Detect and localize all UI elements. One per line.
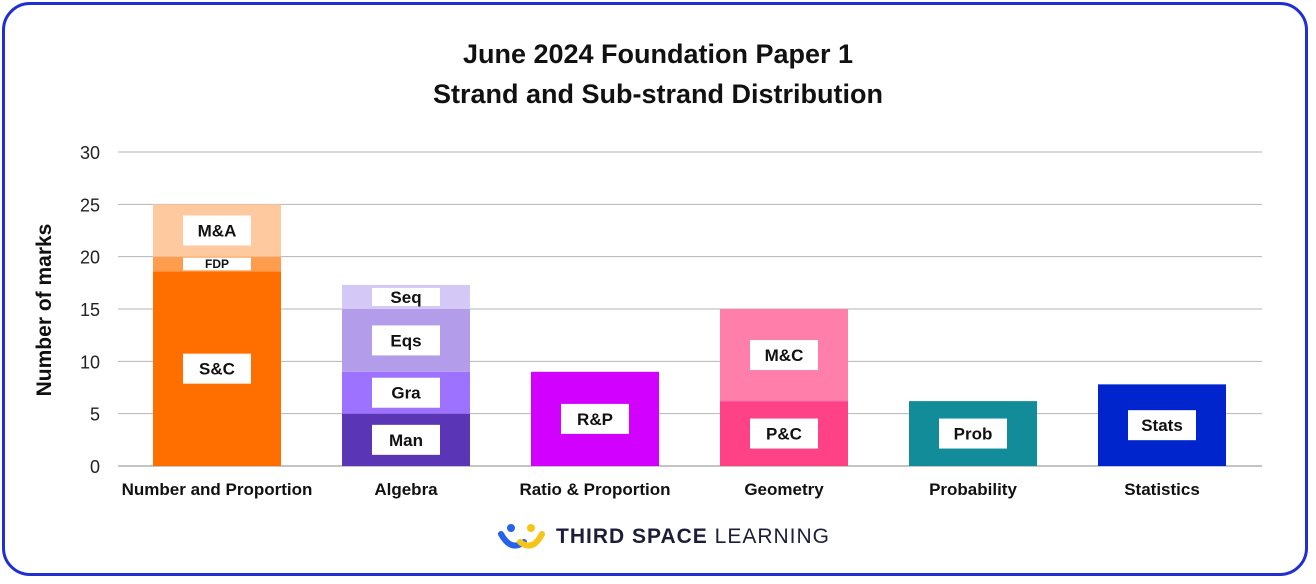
x-tick-label: Statistics xyxy=(1124,480,1200,499)
segment-label-box xyxy=(183,215,251,246)
x-tick-label: Algebra xyxy=(374,480,438,499)
y-tick-label: 5 xyxy=(90,405,100,425)
segment-label-box xyxy=(183,257,251,271)
segment-label-box xyxy=(372,377,440,408)
chart-title-line-1: June 2024 Foundation Paper 1 xyxy=(462,39,854,69)
x-tick-label: Geometry xyxy=(744,480,824,499)
chart-title: June 2024 Foundation Paper 1 Strand and … xyxy=(0,34,1316,114)
segment-label-box xyxy=(750,418,818,449)
segment-label: S&C xyxy=(199,360,235,379)
segment-label-box xyxy=(372,325,440,356)
x-tick-label: Probability xyxy=(929,480,1017,499)
x-tick-label: Number and Proportion xyxy=(122,480,313,499)
third-space-logo-icon xyxy=(498,524,545,549)
segment-label-box xyxy=(372,287,440,306)
segment-label: M&A xyxy=(198,222,237,241)
brand-name-bold: THIRD SPACE xyxy=(556,525,708,548)
segment-label: Eqs xyxy=(390,331,421,350)
y-tick-label: 20 xyxy=(80,248,100,268)
segment-label-box xyxy=(183,353,251,384)
segment-label-box xyxy=(561,403,629,434)
segment-label-box xyxy=(750,340,818,371)
brand-name: THIRD SPACE LEARNING xyxy=(556,525,830,549)
y-tick-label: 15 xyxy=(80,300,100,320)
segment-label: Prob xyxy=(954,425,993,444)
segment-label: Seq xyxy=(390,288,421,307)
segment-label: M&C xyxy=(765,346,804,365)
segment-label: P&C xyxy=(766,425,802,444)
chart-title-line-2: Strand and Sub-strand Distribution xyxy=(433,79,883,109)
segment-label: FDP xyxy=(205,257,229,271)
segment-label-box xyxy=(939,418,1007,449)
y-tick-label: 0 xyxy=(90,457,100,477)
segment-label: Man xyxy=(389,431,423,450)
segment-label: Gra xyxy=(391,384,421,403)
segment-label: R&P xyxy=(577,410,613,429)
segment-label: Stats xyxy=(1141,416,1183,435)
y-tick-label: 30 xyxy=(80,143,100,163)
y-tick-label: 25 xyxy=(80,195,100,215)
x-tick-label: Ratio & Proportion xyxy=(519,480,670,499)
y-tick-label: 10 xyxy=(80,352,100,372)
brand-name-light: LEARNING xyxy=(714,525,830,548)
segment-label-box xyxy=(1128,410,1196,441)
brand-logo: THIRD SPACE LEARNING xyxy=(498,522,830,552)
segment-label-box xyxy=(372,424,440,455)
